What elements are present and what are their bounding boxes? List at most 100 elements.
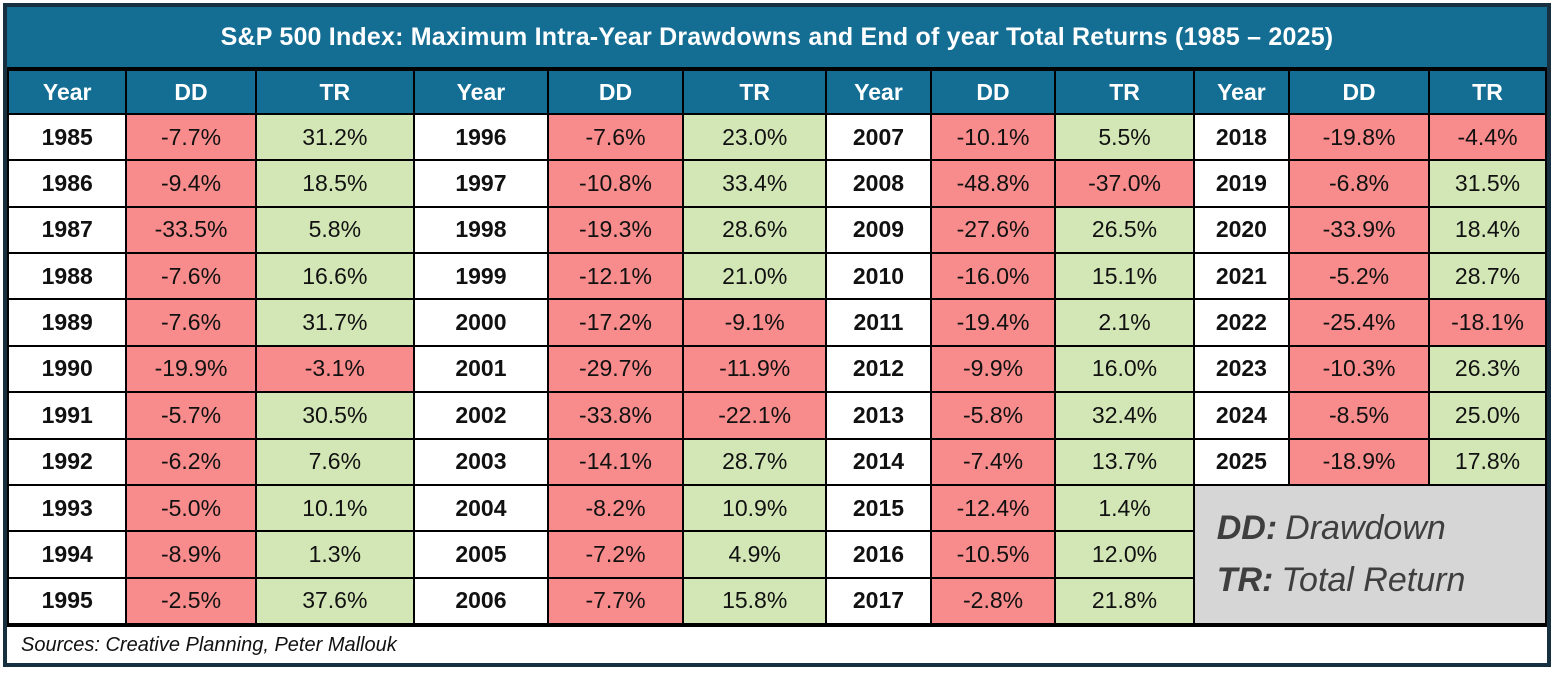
- header-cell-dd: DD: [546, 69, 685, 115]
- dd-cell: -19.8%: [1288, 112, 1431, 162]
- year-cell: 2020: [1192, 205, 1291, 255]
- tr-cell: 2.1%: [1054, 298, 1195, 347]
- tr-cell: -18.1%: [1428, 298, 1547, 347]
- tr-cell: 21.0%: [682, 252, 828, 301]
- dd-cell: -6.8%: [1288, 159, 1431, 208]
- year-cell: 2015: [825, 483, 932, 533]
- tr-cell: 18.4%: [1428, 205, 1547, 255]
- legend-abbr: TR:: [1216, 561, 1274, 600]
- dd-cell: -33.8%: [546, 391, 685, 440]
- dd-cell: -2.8%: [929, 576, 1057, 626]
- year-cell: 1997: [413, 159, 549, 208]
- tr-cell: 37.6%: [254, 576, 416, 626]
- dd-cell: -6.2%: [125, 437, 257, 486]
- table-row: 1990 -19.9% -3.1% 2001 -29.7% -11.9% 2012 -9.9%…: [6, 344, 1547, 394]
- table-row: 1989 -7.6% 31.7% 2000 -17.2% -9.1% 2011 -19.4% 2…: [6, 298, 1547, 347]
- year-cell: 1996: [413, 112, 549, 162]
- dd-cell: -5.2%: [1288, 252, 1431, 301]
- dd-cell: -7.6%: [546, 112, 685, 162]
- dd-cell: -27.6%: [929, 205, 1057, 255]
- source-note-text: Sources: Creative Planning, Peter Mallou…: [21, 633, 397, 656]
- year-cell: 1989: [6, 298, 128, 347]
- year-cell: 2023: [1192, 344, 1291, 394]
- year-cell: 2010: [825, 252, 932, 301]
- dd-cell: -19.4%: [929, 298, 1057, 347]
- dd-cell: -7.2%: [546, 530, 685, 579]
- header-cell-tr: TR: [1428, 69, 1547, 115]
- year-cell: 2003: [413, 437, 549, 486]
- year-cell: 2014: [825, 437, 932, 486]
- legend-abbr: DD:: [1216, 508, 1278, 547]
- year-cell: 2000: [413, 298, 549, 347]
- tr-cell: 26.3%: [1428, 344, 1547, 394]
- tr-cell: 31.5%: [1428, 159, 1547, 208]
- year-cell: 2021: [1192, 252, 1291, 301]
- dd-cell: -7.7%: [125, 112, 257, 162]
- year-cell: 1986: [6, 159, 128, 208]
- table-row: 1991 -5.7% 30.5% 2002 -33.8% -22.1% 2013 -5.8% 3…: [6, 391, 1547, 440]
- dd-cell: -8.9%: [125, 530, 257, 579]
- tr-cell: -4.4%: [1428, 112, 1547, 162]
- dd-cell: -16.0%: [929, 252, 1057, 301]
- tr-cell: 16.6%: [254, 252, 416, 301]
- year-cell: 2008: [825, 159, 932, 208]
- dd-cell: -10.8%: [546, 159, 685, 208]
- tr-cell: -22.1%: [682, 391, 828, 440]
- year-cell: 2013: [825, 391, 932, 440]
- year-cell: 1992: [6, 437, 128, 486]
- dd-cell: -7.6%: [125, 252, 257, 301]
- year-cell: 2001: [413, 344, 549, 394]
- header-cell-tr: TR: [254, 69, 416, 115]
- dd-cell: -14.1%: [546, 437, 685, 486]
- dd-cell: -8.5%: [1288, 391, 1431, 440]
- table-row: 1987 -33.5% 5.8% 1998 -19.3% 28.6% 2009 -27.6% 2…: [6, 205, 1547, 255]
- dd-cell: -7.7%: [546, 576, 685, 626]
- header-cell-tr: TR: [1054, 69, 1195, 115]
- table-row: 1993 -5.0% 10.1% 2004 -8.2% 10.9% 2015 -12.4% 1.…: [6, 483, 1548, 626]
- dd-cell: -29.7%: [546, 344, 685, 394]
- legend-line: TR: Total Return: [1217, 554, 1535, 607]
- year-cell: 1999: [413, 252, 549, 301]
- dd-cell: -12.4%: [929, 483, 1057, 533]
- year-cell: 2011: [825, 298, 932, 347]
- year-cell: 2006: [413, 576, 549, 626]
- dd-cell: -48.8%: [929, 159, 1057, 208]
- tr-cell: 30.5%: [254, 391, 416, 440]
- dd-cell: -25.4%: [1288, 298, 1431, 347]
- table-row: 1986 -9.4% 18.5% 1997 -10.8% 33.4% 2008 -48.8% -…: [6, 159, 1547, 208]
- tr-cell: 17.8%: [1428, 437, 1547, 486]
- table-row: 1992 -6.2% 7.6% 2003 -14.1% 28.7% 2014 -7.4% 13.…: [6, 437, 1547, 486]
- dd-cell: -8.2%: [546, 483, 685, 533]
- tr-cell: 1.3%: [254, 530, 416, 579]
- header-cell-dd: DD: [125, 69, 257, 115]
- tr-cell: -37.0%: [1054, 159, 1195, 208]
- source-note: Sources: Creative Planning, Peter Mallou…: [7, 625, 1547, 663]
- tr-cell: -9.1%: [682, 298, 828, 347]
- year-cell: 1990: [6, 344, 128, 394]
- header-cell-year: Year: [825, 69, 932, 115]
- tr-cell: -11.9%: [682, 344, 828, 394]
- year-cell: 2025: [1192, 437, 1291, 486]
- tr-cell: 21.8%: [1054, 576, 1195, 626]
- tr-cell: 15.1%: [1054, 252, 1195, 301]
- header-cell-dd: DD: [929, 69, 1057, 115]
- dd-cell: -33.9%: [1288, 205, 1431, 255]
- tr-cell: 31.7%: [254, 298, 416, 347]
- tr-cell: 13.7%: [1054, 437, 1195, 486]
- table-row: 1995 -2.5% 37.6% 2006 -7.7% 15.8% 2017 -2.8% 21.…: [6, 576, 1546, 626]
- year-cell: 2016: [825, 530, 932, 579]
- dd-cell: -7.4%: [929, 437, 1057, 486]
- dd-cell: -10.3%: [1288, 344, 1431, 394]
- tr-cell: 18.5%: [254, 159, 416, 208]
- tr-cell: 12.0%: [1054, 530, 1195, 579]
- table-row: 1985 -7.7% 31.2% 1996 -7.6% 23.0% 2007 -10.1% 5.…: [6, 112, 1547, 162]
- header-cell-tr: TR: [682, 69, 828, 115]
- header-cell-year: Year: [413, 69, 549, 115]
- returns-table: Year DD TR Year DD TR Year DD TR Year DD TR 1985 -7.…: [6, 69, 1548, 626]
- year-cell: 1995: [6, 576, 128, 626]
- header-cell-dd: DD: [1288, 69, 1431, 115]
- year-cell: 2005: [413, 530, 549, 579]
- tr-cell: 32.4%: [1054, 391, 1195, 440]
- year-cell: 1985: [6, 112, 128, 162]
- tr-cell: 10.9%: [682, 483, 828, 533]
